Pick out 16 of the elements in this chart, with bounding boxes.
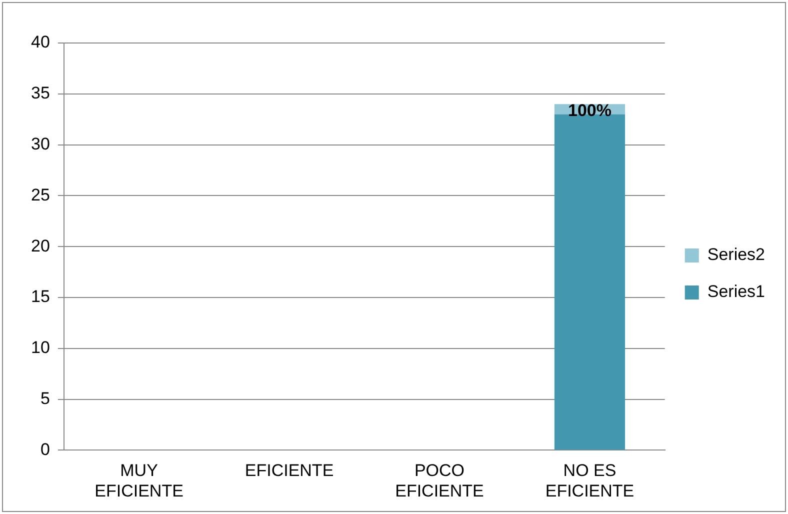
- y-tick-label: 40: [30, 32, 50, 52]
- legend-label: Series1: [707, 282, 765, 302]
- y-tick-label: 0: [40, 440, 50, 459]
- y-tick-label: 35: [30, 84, 50, 103]
- y-tick-label: 20: [30, 236, 50, 256]
- x-tick-label: EFICIENTE: [244, 461, 334, 480]
- y-tick-label: 10: [30, 338, 50, 358]
- y-tick-label: 15: [30, 287, 50, 306]
- x-tick-label: MUY EFICIENTE: [94, 461, 184, 500]
- x-tick-label: NO ES EFICIENTE: [545, 461, 634, 500]
- y-tick-label: 5: [40, 388, 50, 408]
- legend-label: Series2: [707, 245, 765, 264]
- y-tick-label: 25: [30, 185, 50, 204]
- x-tick-label: POCO EFICIENTE: [395, 461, 484, 500]
- y-tick-label: 30: [30, 134, 50, 154]
- data-label: 100%: [568, 100, 612, 120]
